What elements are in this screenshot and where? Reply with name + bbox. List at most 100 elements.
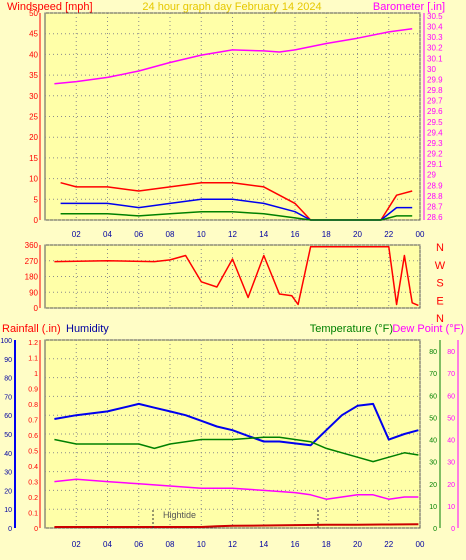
barometer-tick-label: 29.8 (427, 86, 443, 95)
windspeed-axis-label: Windspeed [mph] (7, 1, 93, 13)
humidity-tick-label: 20 (4, 488, 12, 495)
windspeed-tick-label: 20 (29, 133, 38, 142)
chart-title: 24 hour graph day February 14 2024 (142, 1, 321, 13)
barometer-tick-label: 30.3 (427, 33, 443, 42)
humidity-tick-label: 30 (4, 470, 12, 477)
x-tick-label-top: 18 (322, 230, 331, 239)
x-tick-label-top: 16 (291, 230, 300, 239)
barometer-tick-label: 28.7 (427, 202, 443, 211)
barometer-axis-label: Barometer [.in] (373, 1, 445, 13)
x-tick-label-top: 14 (259, 230, 268, 239)
temperature-tick-label: 30 (429, 460, 437, 467)
grid-lines (45, 12, 421, 529)
x-tick-label-bottom: 08 (166, 540, 175, 549)
dew-point-tick-label: 70 (447, 371, 455, 378)
windspeed-tick-label: 5 (34, 195, 39, 204)
dew-point-line (54, 478, 419, 500)
x-tick-label-bottom: 18 (322, 540, 331, 549)
x-tick-label-bottom: 22 (384, 540, 393, 549)
temperature-tick-label: 40 (429, 438, 437, 445)
rainfall-tick-label: 0.2 (28, 495, 38, 502)
windspeed-tick-label: 40 (29, 50, 38, 59)
dew-point-tick-label: 0 (451, 526, 455, 533)
x-tick-label-top: 04 (103, 230, 112, 239)
compass-label: S (436, 278, 443, 290)
direction-tick-label: 180 (25, 273, 39, 282)
barometer-tick-label: 28.9 (427, 181, 443, 190)
x-tick-label-top: 20 (353, 230, 362, 239)
barometer-tick-label: 29.4 (427, 128, 443, 137)
hightide-annotation: Hightide (163, 510, 196, 520)
x-tick-label-bottom: 06 (134, 540, 143, 549)
compass-label: W (435, 260, 446, 272)
dew-point-tick-label: 40 (447, 438, 455, 445)
temperature-tick-label: 0 (433, 526, 437, 533)
humidity-tick-label: 90 (4, 357, 12, 364)
x-tick-label-bottom: 02 (72, 540, 81, 549)
barometer-tick-label: 30 (427, 65, 436, 74)
barometer-tick-label: 29 (427, 171, 436, 180)
x-tick-label-top: 22 (384, 230, 393, 239)
temperature-line (54, 436, 419, 463)
dew-point-tick-label: 10 (447, 504, 455, 511)
windspeed-tick-label: 15 (29, 154, 38, 163)
direction-tick-label: 270 (25, 257, 39, 266)
humidity-axis-label: Humidity (66, 323, 109, 335)
x-tick-label-top: 10 (197, 230, 206, 239)
x-tick-label-bottom: 14 (259, 540, 268, 549)
barometer-tick-label: 30.1 (427, 54, 443, 63)
direction-tick-label: 90 (29, 288, 38, 297)
humidity-tick-label: 10 (4, 507, 12, 514)
humidity-tick-label: 0 (8, 526, 12, 533)
windspeed-tick-label: 45 (29, 30, 38, 39)
x-tick-label-bottom: 12 (228, 540, 237, 549)
humidity-tick-label: 100 (0, 338, 12, 345)
temperature-tick-label: 10 (429, 504, 437, 511)
barometer-tick-label: 29.6 (427, 107, 443, 116)
humidity-tick-label: 60 (4, 413, 12, 420)
rainfall-tick-label: 0.8 (28, 402, 38, 409)
humidity-line (54, 402, 419, 447)
windspeed-tick-label: 25 (29, 113, 38, 122)
rainfall-tick-label: 0.6 (28, 433, 38, 440)
rainfall-tick-label: 0.3 (28, 480, 38, 487)
barometer-tick-label: 30.2 (427, 44, 443, 53)
humidity-tick-label: 50 (4, 432, 12, 439)
dew-point-tick-label: 30 (447, 460, 455, 467)
temperature-tick-label: 20 (429, 482, 437, 489)
x-tick-label-bottom: 16 (291, 540, 300, 549)
x-tick-label-top: 06 (134, 230, 143, 239)
compass-label: N (436, 242, 444, 254)
rainfall-tick-label: 1.1 (28, 356, 38, 363)
windspeed-tick-label: 35 (29, 71, 38, 80)
windspeed-tick-label: 10 (29, 175, 38, 184)
x-tick-label-bottom: 10 (197, 540, 206, 549)
rainfall-tick-label: 0.1 (28, 511, 38, 518)
temperature-tick-label: 70 (429, 371, 437, 378)
temperature-tick-label: 50 (429, 415, 437, 422)
rainfall-tick-label: 0 (34, 526, 38, 533)
windspeed-tick-label: 0 (34, 216, 39, 225)
x-tick-label-bottom: 00 (416, 540, 425, 549)
barometer-tick-label: 29.2 (427, 150, 443, 159)
dew-point-tick-label: 80 (447, 349, 455, 356)
dew-point-tick-label: 60 (447, 393, 455, 400)
humidity-tick-label: 40 (4, 451, 12, 458)
rainfall-tick-label: 0.7 (28, 418, 38, 425)
barometer-line (54, 27, 413, 85)
barometer-tick-label: 29.5 (427, 118, 443, 127)
temperature-tick-label: 60 (429, 393, 437, 400)
direction-tick-label: 360 (25, 241, 39, 250)
humidity-tick-label: 70 (4, 394, 12, 401)
chart-marks (54, 27, 419, 528)
barometer-tick-label: 28.8 (427, 192, 443, 201)
rainfall-tick-label: 0.9 (28, 387, 38, 394)
rainfall-tick-label: 0.4 (28, 464, 38, 471)
x-tick-label-bottom: 04 (103, 540, 112, 549)
x-tick-label-top: 00 (416, 230, 425, 239)
rainfall-tick-label: 1.2 (28, 340, 38, 347)
compass-label: N (436, 313, 444, 325)
barometer-tick-label: 29.1 (427, 160, 443, 169)
